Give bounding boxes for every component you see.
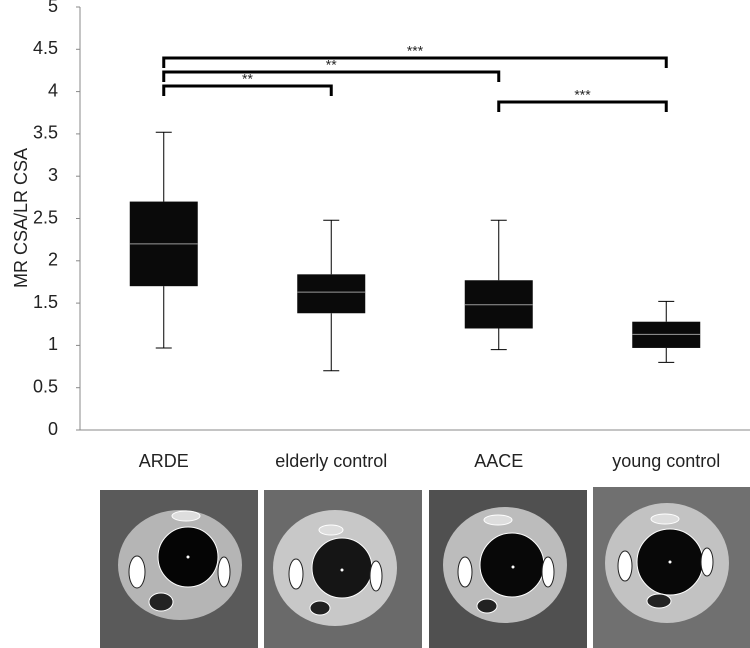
x-tick-label: ARDE (139, 451, 189, 471)
significance-label: ** (242, 71, 253, 87)
y-axis-label: MR CSA/LR CSA (11, 148, 31, 288)
y-tick-label: 0.5 (33, 376, 58, 396)
significance-bracket (162, 84, 333, 96)
significance-bracket (162, 70, 501, 82)
y-tick-label: 3 (48, 165, 58, 185)
mri-image (593, 487, 750, 648)
y-tick-label: 1 (48, 334, 58, 354)
significance-bracket (162, 56, 668, 68)
x-tick-label: young control (612, 451, 720, 471)
y-tick-label: 4 (48, 80, 58, 100)
y-tick-label: 2.5 (33, 207, 58, 227)
mri-image (100, 490, 258, 648)
y-tick-label: 3.5 (33, 123, 58, 143)
y-tick-label: 5 (48, 0, 58, 16)
x-tick-label: AACE (474, 451, 523, 471)
x-tick-label: elderly control (275, 451, 387, 471)
box (297, 274, 366, 314)
mri-image (429, 490, 587, 648)
significance-label: *** (574, 87, 591, 103)
significance-label: ** (326, 57, 337, 73)
significance-bracket (497, 100, 668, 112)
mri-images (100, 487, 750, 648)
y-tick-label: 2 (48, 250, 58, 270)
y-tick-label: 0 (48, 419, 58, 439)
y-tick-label: 1.5 (33, 292, 58, 312)
mri-image (264, 490, 422, 648)
significance-label: *** (407, 43, 424, 59)
y-tick-label: 4.5 (33, 38, 58, 58)
